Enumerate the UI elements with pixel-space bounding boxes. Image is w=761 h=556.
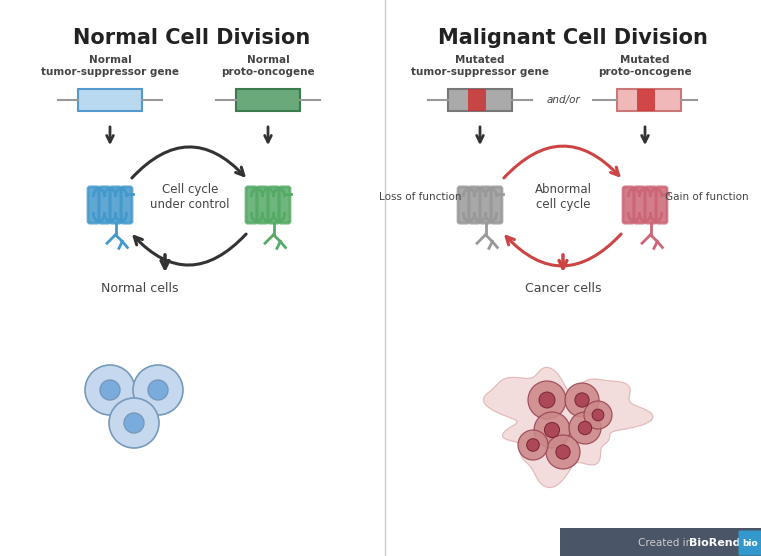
- Text: Created in: Created in: [638, 538, 696, 548]
- FancyBboxPatch shape: [656, 187, 667, 223]
- Text: Abnormal
cell cycle: Abnormal cell cycle: [534, 183, 591, 211]
- Text: Normal
tumor-suppressor gene: Normal tumor-suppressor gene: [41, 55, 179, 77]
- Text: and/or: and/or: [546, 95, 580, 105]
- FancyBboxPatch shape: [560, 528, 761, 556]
- FancyBboxPatch shape: [480, 187, 491, 223]
- Circle shape: [528, 381, 566, 419]
- Circle shape: [556, 445, 570, 459]
- FancyBboxPatch shape: [268, 187, 279, 223]
- Circle shape: [518, 430, 548, 460]
- Text: Malignant Cell Division: Malignant Cell Division: [438, 28, 708, 48]
- Circle shape: [544, 423, 559, 438]
- FancyBboxPatch shape: [99, 187, 110, 223]
- Text: Normal
proto-oncogene: Normal proto-oncogene: [221, 55, 315, 77]
- FancyBboxPatch shape: [448, 89, 512, 111]
- Circle shape: [539, 392, 555, 408]
- Circle shape: [534, 412, 570, 448]
- Circle shape: [546, 435, 580, 469]
- FancyBboxPatch shape: [110, 187, 121, 223]
- Circle shape: [569, 412, 601, 444]
- Text: Cancer cells: Cancer cells: [525, 282, 601, 295]
- Circle shape: [565, 383, 599, 417]
- FancyBboxPatch shape: [257, 187, 268, 223]
- Circle shape: [527, 439, 540, 451]
- Circle shape: [148, 380, 168, 400]
- Circle shape: [133, 365, 183, 415]
- FancyBboxPatch shape: [468, 89, 486, 111]
- FancyBboxPatch shape: [491, 187, 502, 223]
- Circle shape: [109, 398, 159, 448]
- Text: Mutated
tumor-suppressor gene: Mutated tumor-suppressor gene: [411, 55, 549, 77]
- FancyBboxPatch shape: [738, 530, 761, 555]
- FancyBboxPatch shape: [637, 89, 655, 111]
- FancyBboxPatch shape: [458, 187, 469, 223]
- Circle shape: [100, 380, 120, 400]
- Text: BioRender.com: BioRender.com: [689, 538, 761, 548]
- FancyBboxPatch shape: [88, 187, 99, 223]
- Polygon shape: [483, 368, 653, 488]
- Circle shape: [584, 401, 612, 429]
- FancyBboxPatch shape: [634, 187, 645, 223]
- FancyBboxPatch shape: [121, 187, 132, 223]
- FancyBboxPatch shape: [279, 187, 290, 223]
- Text: Normal cells: Normal cells: [101, 282, 179, 295]
- FancyBboxPatch shape: [78, 89, 142, 111]
- Text: bio: bio: [743, 539, 758, 548]
- Text: Gain of function: Gain of function: [665, 192, 749, 202]
- Text: Mutated
proto-oncogene: Mutated proto-oncogene: [598, 55, 692, 77]
- FancyBboxPatch shape: [469, 187, 480, 223]
- Circle shape: [124, 413, 144, 433]
- FancyBboxPatch shape: [617, 89, 681, 111]
- Text: Normal Cell Division: Normal Cell Division: [73, 28, 310, 48]
- Text: Loss of function: Loss of function: [379, 192, 461, 202]
- Text: Cell cycle
under control: Cell cycle under control: [150, 183, 230, 211]
- FancyBboxPatch shape: [236, 89, 300, 111]
- FancyBboxPatch shape: [645, 187, 656, 223]
- Circle shape: [578, 421, 592, 435]
- Circle shape: [575, 393, 589, 407]
- FancyBboxPatch shape: [623, 187, 634, 223]
- Circle shape: [592, 409, 604, 421]
- FancyBboxPatch shape: [246, 187, 256, 223]
- Circle shape: [85, 365, 135, 415]
